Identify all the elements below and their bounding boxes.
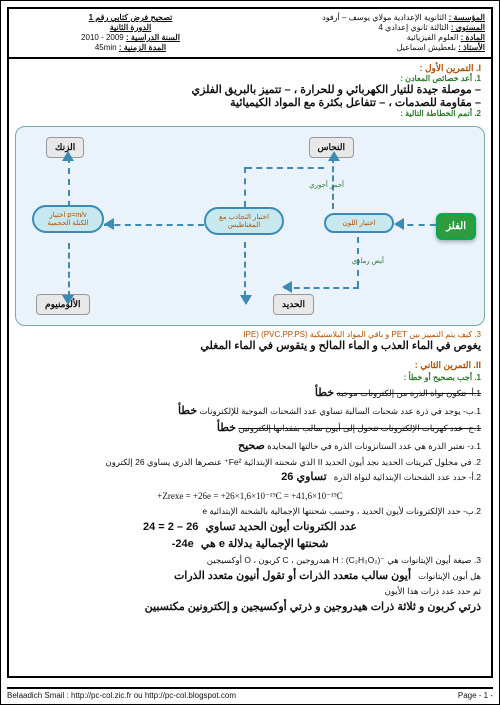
title-1: تصحيح فرض كتابي رقم 1 xyxy=(15,13,246,22)
time-val: 45min xyxy=(95,43,117,52)
b3: مقاومة للصدمات ، xyxy=(388,97,481,109)
time-label: المدة الزمنية : xyxy=(119,43,166,52)
ex2-l6v: تساوي 26 xyxy=(281,471,326,483)
ex2-l1v: خطأ xyxy=(315,387,334,399)
teacher-val: بلعطيش اسماعيل xyxy=(397,43,456,52)
ex2-l7: 2.ب- حدد الإلكترونات لأيون الحديد ، وحسب… xyxy=(19,505,481,519)
title-2: الدورة الثانية xyxy=(15,23,246,32)
arrow-5 xyxy=(104,218,114,230)
node-iron: الحديد xyxy=(273,294,314,315)
node-main: الفلز xyxy=(436,213,476,240)
ex2-l3: 1.ج- عدد كهربات الإلكترونات تتحول إلى أي… xyxy=(238,423,481,433)
exercise-2: II. التمرين الثاني : 1. أجب بصحيح أو خطأ… xyxy=(9,356,491,618)
ex1-a3: يغوص في الماء العذب و الماء المالح و يتق… xyxy=(19,339,481,352)
year-label: السنة الدراسية : xyxy=(126,33,180,42)
arrow-6 xyxy=(62,151,74,161)
b4: تتفاعل بكثرة مع المواد الكيميائية xyxy=(230,97,385,109)
subj-label: المادة : xyxy=(461,33,485,42)
level-val: الثالثة ثانوي إعدادي 4 xyxy=(378,23,448,32)
ex2-l8a: عدد الكترونات أيون الحديد تساوي xyxy=(205,521,357,533)
inst-label: المؤسسة : xyxy=(449,13,485,22)
dash-9b xyxy=(246,167,324,169)
label-red: أحمر أجوري xyxy=(309,181,344,189)
footer: Belaadich Smail : http://pc-col.zic.fr o… xyxy=(7,687,493,700)
ex2-l11p: هل أيون الإيتانوات xyxy=(418,571,481,581)
node-oval-density: p=m/v اختيار الكتلة الحجمية xyxy=(32,205,104,233)
ex2-l4: 1.د- نعتبر الذرة هي عدد الستانزونات الذر… xyxy=(267,441,481,451)
ex2-l9b: -24e xyxy=(172,536,194,554)
ex2-l11v: أيون سالب متعدد الذرات أو تقول أنيون متع… xyxy=(174,570,411,582)
arrow-7 xyxy=(62,295,74,305)
dash-6 xyxy=(68,157,70,207)
arrow-4 xyxy=(240,295,252,305)
ex2-l4v: صحيح xyxy=(238,440,265,452)
arrow-2 xyxy=(328,151,340,161)
node-oval-color: اختيار اللون xyxy=(324,213,394,233)
ex1-q3: 3. كيف يتم التمييز بين PET و باقي المواد… xyxy=(19,330,481,339)
ex2-l6p: 2.أ- حدد عدد الشحنات الإبتدائية لنواة ال… xyxy=(334,472,481,482)
ex2-l10: 3. صيغة أيون الإيتانوات هي ⁻(C₂H₃O₂) : H… xyxy=(19,554,481,568)
footer-left: Belaadich Smail : http://pc-col.zic.fr o… xyxy=(7,691,236,700)
diagram: الفلز اختيار اللون اختيار التجاذب مع الم… xyxy=(15,126,485,326)
label-gray: أيض رمادي xyxy=(352,257,384,265)
year-val: 2009 - 2010 xyxy=(81,33,124,42)
ex1-q1: 1. أعد خصائص المعادن : xyxy=(19,74,481,83)
header: المؤسسة : الثانوية الإعدادية مولاي يوسف … xyxy=(9,9,491,59)
ex2-l3v: خطأ xyxy=(217,422,236,434)
ex2-eq1: +Zrexe = +26e = +26×1,6×10⁻¹⁹C = +41,6×1… xyxy=(19,489,481,503)
ex2-l12p: ثم حدد عدد ذرات هذا الأيون xyxy=(385,586,481,596)
b2: تتميز بالبريق الفلزي xyxy=(191,84,290,96)
inst-val: الثانوية الإعدادية مولاي يوسف – أرفود xyxy=(322,13,446,22)
level-label: المستوى : xyxy=(451,23,485,32)
ex2-l12v: ذرتي كربون و ثلاثة ذرات هيدروجين و ذرتي … xyxy=(19,599,481,617)
subj-val: العلوم الفيزيائية xyxy=(407,33,459,42)
ex2-l5: 2. في محلول كبريتات الحديد نجد أيون الحد… xyxy=(19,456,481,470)
dash-5 xyxy=(104,224,204,226)
ex2-l2v: خطأ xyxy=(178,405,197,417)
ex1-q2: 2. أتمم الخطاطة التالية : xyxy=(19,109,481,118)
dash-7 xyxy=(68,243,70,297)
ex1-title: I. التمرين الأول : xyxy=(19,63,481,74)
arrow-3 xyxy=(282,281,292,293)
ex2-l2: 1.ب- يوجد في ذرة عدد شحنات السالبة تساوي… xyxy=(200,406,481,416)
ex2-l8b: 24 = 2 – 26 xyxy=(143,519,198,537)
arrow-1 xyxy=(394,218,404,230)
dash-4 xyxy=(244,242,246,297)
header-left: المؤسسة : الثانوية الإعدادية مولاي يوسف … xyxy=(254,13,485,53)
header-right: تصحيح فرض كتابي رقم 1 الدورة الثانية الس… xyxy=(15,13,246,53)
node-oval-magnet: اختيار التجاذب مع المغناطيس xyxy=(204,207,284,235)
dash-3b xyxy=(284,287,359,289)
teacher-label: الأستاذ : xyxy=(458,43,485,52)
ex2-l9a: شحنتها الإجمالية بدلالة e هي xyxy=(201,538,328,550)
ex2-title: II. التمرين الثاني : xyxy=(19,358,481,372)
b1: موصلة جيدة للتيار الكهربائي و للحرارة ، xyxy=(294,84,481,96)
ex2-l1: 1.أ- تتكون نواة الذرة من إلكترونات موجبة xyxy=(336,388,481,398)
exercise-1: I. التمرين الأول : 1. أعد خصائص المعادن … xyxy=(9,59,491,122)
ex2-lead: 1. أجب بصحيح أو خطأ : xyxy=(19,372,481,385)
footer-right: Page - 1 - xyxy=(458,691,493,700)
dash-9 xyxy=(244,167,246,207)
ex1-cont: 3. كيف يتم التمييز بين PET و باقي المواد… xyxy=(9,330,491,356)
